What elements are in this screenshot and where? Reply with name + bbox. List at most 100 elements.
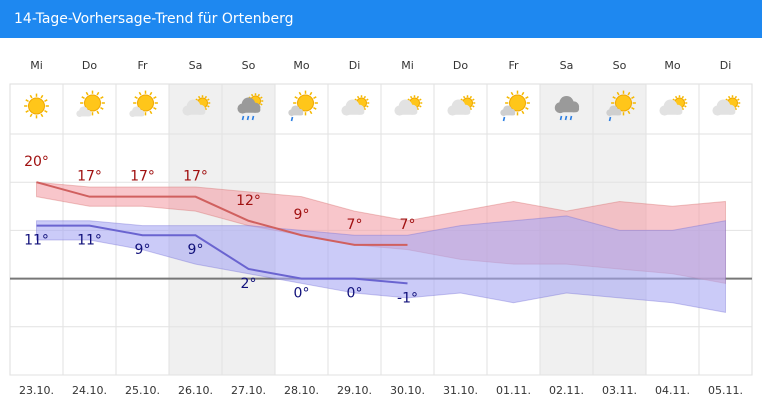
sun-ray bbox=[416, 107, 420, 111]
rain-drop bbox=[569, 115, 573, 121]
sun-icon bbox=[505, 90, 530, 116]
sun-disc bbox=[28, 97, 45, 115]
value-label: 9° bbox=[294, 207, 310, 223]
temperature-range bbox=[36, 215, 726, 313]
sun-disc bbox=[84, 94, 101, 112]
sun-ray bbox=[29, 94, 33, 99]
sun-ray bbox=[138, 91, 142, 96]
sun-ray bbox=[81, 96, 85, 100]
value-label: 9° bbox=[188, 242, 204, 258]
cloud-base bbox=[76, 112, 92, 117]
sun-ray bbox=[100, 96, 104, 100]
sun-ray bbox=[96, 91, 100, 96]
sun-ray bbox=[100, 106, 104, 110]
sun-ray bbox=[207, 105, 210, 108]
sun-ray bbox=[681, 95, 685, 99]
day-label: So bbox=[242, 59, 256, 72]
sun-ray bbox=[612, 96, 616, 100]
sun-icon bbox=[24, 93, 49, 119]
date-label: 30.10. bbox=[390, 384, 425, 397]
day-label: Di bbox=[720, 59, 732, 72]
sun-ray bbox=[416, 95, 420, 99]
sun-ray bbox=[363, 107, 367, 111]
day-label: So bbox=[613, 59, 627, 72]
sun-ray bbox=[96, 110, 100, 115]
cloud-base bbox=[395, 108, 418, 115]
cloud-icon bbox=[76, 106, 92, 117]
sun-ray bbox=[309, 91, 313, 96]
value-label: -1° bbox=[397, 290, 418, 306]
value-label: 11° bbox=[77, 233, 102, 249]
cloud-icon bbox=[129, 106, 145, 117]
date-label: 01.11. bbox=[496, 384, 531, 397]
sun-ray bbox=[506, 96, 510, 100]
sun-ray bbox=[250, 93, 254, 97]
date-label: 02.11. bbox=[549, 384, 584, 397]
sun-ray bbox=[134, 96, 138, 100]
sun-ray bbox=[684, 105, 687, 108]
rain-drop bbox=[564, 115, 568, 121]
cloud-base bbox=[713, 108, 736, 115]
sun-ray bbox=[260, 96, 263, 99]
sun-icon bbox=[133, 90, 158, 116]
cloud-base bbox=[129, 112, 145, 117]
sun-ray bbox=[313, 96, 317, 100]
sun-ray bbox=[44, 109, 48, 113]
rain-drop bbox=[608, 116, 612, 122]
day-label: Sa bbox=[560, 59, 574, 72]
day-label: Mo bbox=[293, 59, 309, 72]
day-label: Mi bbox=[401, 59, 414, 72]
sun-ray bbox=[29, 113, 33, 118]
sun-ray bbox=[197, 95, 201, 99]
sun-ray bbox=[153, 106, 157, 110]
sun-ray bbox=[525, 96, 529, 100]
date-label: 23.10. bbox=[19, 384, 54, 397]
cloud-base bbox=[660, 108, 683, 115]
sun-disc bbox=[297, 94, 314, 112]
sun-ray bbox=[207, 98, 210, 101]
date-label: 27.10. bbox=[231, 384, 266, 397]
sun-disc bbox=[137, 94, 154, 112]
date-label: 04.11. bbox=[655, 384, 690, 397]
value-label: 9° bbox=[135, 242, 151, 258]
value-label: 12° bbox=[236, 193, 261, 209]
sun-ray bbox=[419, 105, 422, 108]
cloud-icon bbox=[500, 105, 516, 116]
sun-ray bbox=[616, 91, 620, 96]
sun-ray bbox=[204, 107, 208, 111]
sun-ray bbox=[356, 95, 360, 99]
day-label: Mi bbox=[30, 59, 43, 72]
sun-ray bbox=[25, 109, 29, 113]
cloud-base bbox=[288, 111, 304, 116]
day-label: Mo bbox=[664, 59, 680, 72]
day-label: Do bbox=[453, 59, 468, 72]
cloud-base bbox=[555, 105, 580, 113]
temperature-line bbox=[36, 181, 408, 246]
cloud-icon bbox=[394, 99, 418, 116]
sun-ray bbox=[366, 98, 369, 101]
sun-ray bbox=[631, 106, 635, 110]
sun-ray bbox=[366, 105, 369, 108]
cloud-icon bbox=[606, 105, 622, 116]
day-label: Do bbox=[82, 59, 97, 72]
sun-ray bbox=[462, 95, 466, 99]
sun-ray bbox=[298, 91, 302, 96]
sun-ray bbox=[525, 106, 529, 110]
sun-ray bbox=[734, 107, 738, 111]
sun-ray bbox=[510, 91, 514, 96]
cloud-base bbox=[183, 108, 206, 115]
sun-ray bbox=[737, 98, 740, 101]
date-label: 24.10. bbox=[72, 384, 107, 397]
rain-drop bbox=[502, 116, 506, 122]
cloud-icon bbox=[288, 105, 304, 116]
sun-ray bbox=[44, 99, 48, 103]
value-label: 7° bbox=[347, 217, 363, 233]
sun-ray bbox=[521, 91, 525, 96]
rain-drop bbox=[290, 116, 294, 122]
cloud-icon bbox=[712, 99, 736, 116]
cloud-base bbox=[342, 108, 365, 115]
sun-ray bbox=[409, 95, 413, 99]
sun-ray bbox=[737, 105, 740, 108]
sun-ray bbox=[294, 96, 298, 100]
